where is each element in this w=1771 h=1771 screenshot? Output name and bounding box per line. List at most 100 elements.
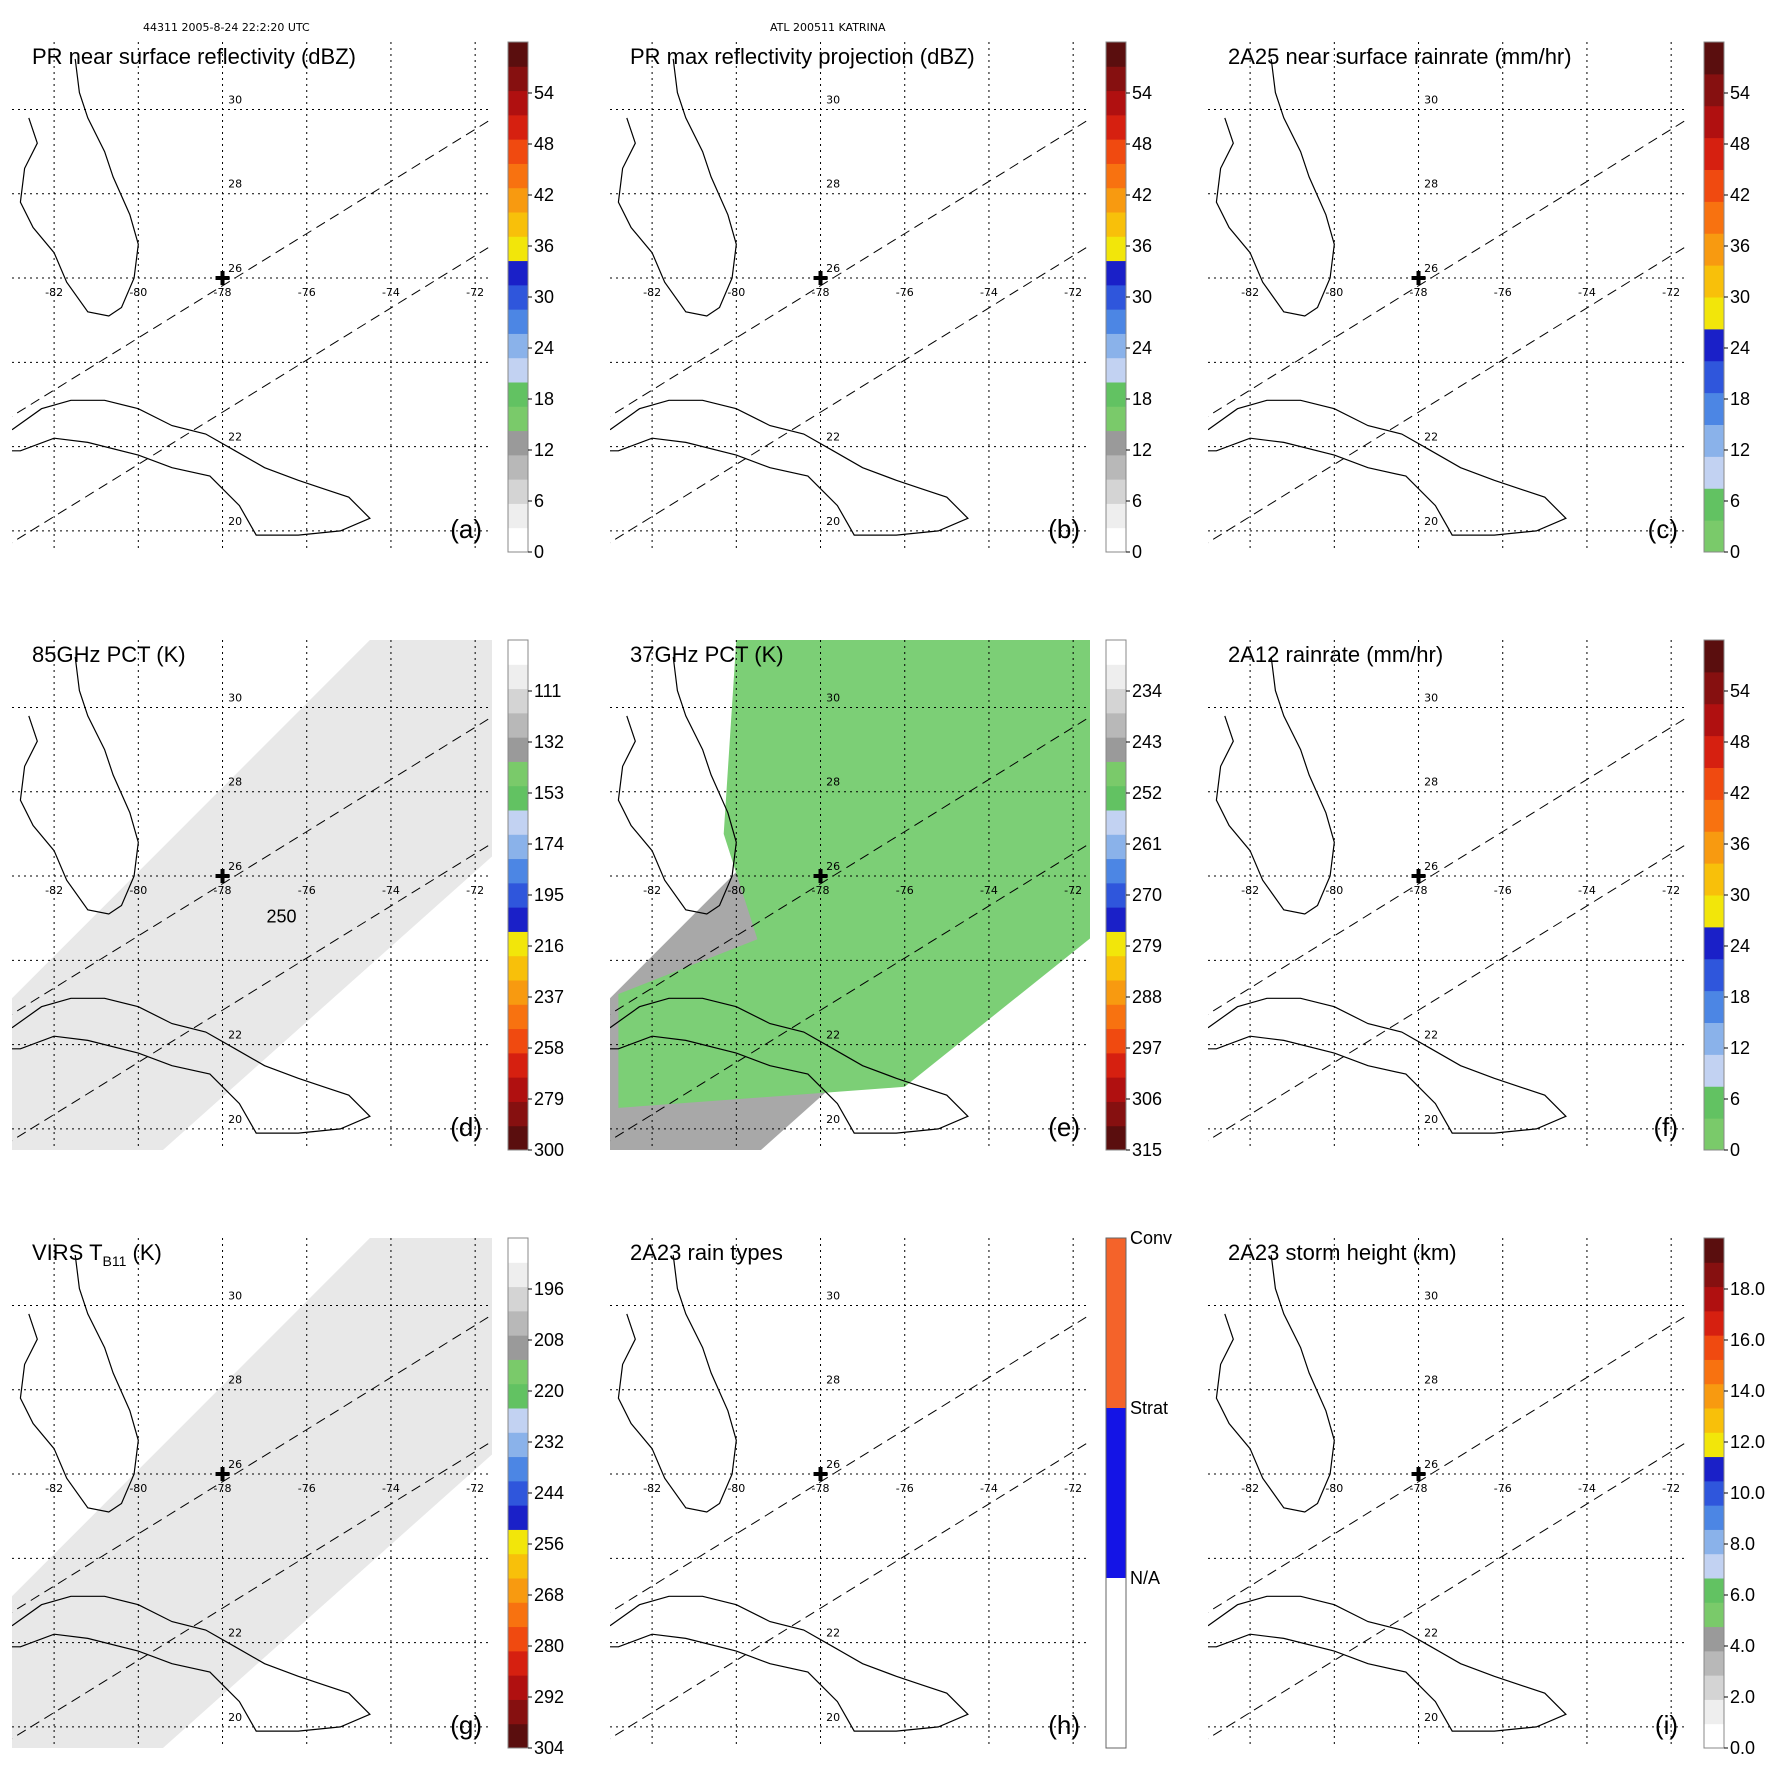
colorbar-swatch bbox=[508, 1480, 528, 1506]
colorbar: 0 6 12 18 24 30 36 42 48 54 bbox=[507, 41, 554, 562]
lon-label: -72 bbox=[466, 884, 484, 897]
colorbar-swatch bbox=[508, 1052, 528, 1078]
colorbar-tick-label: 6 bbox=[1730, 1089, 1740, 1109]
colorbar-swatch bbox=[508, 90, 528, 116]
storm-center-marker bbox=[215, 869, 230, 884]
coastline-florida bbox=[1215, 656, 1335, 915]
lon-label: -82 bbox=[45, 1482, 63, 1495]
lon-label: -80 bbox=[1325, 1482, 1343, 1495]
lon-label: -74 bbox=[1578, 286, 1596, 299]
colorbar-swatch bbox=[508, 187, 528, 213]
colorbar-swatch bbox=[508, 1578, 528, 1603]
colorbar-tick-label: N/A bbox=[1130, 1568, 1160, 1588]
colorbar-tick-label: 300 bbox=[534, 1140, 564, 1160]
lon-label: -78 bbox=[812, 1482, 830, 1495]
colorbar-tick-label: 36 bbox=[1132, 236, 1152, 256]
lat-label: 26 bbox=[1424, 860, 1438, 873]
colorbar-swatch bbox=[1704, 1086, 1724, 1119]
swath-edge-lower bbox=[1208, 244, 1688, 544]
colorbar-tick-label: 54 bbox=[1730, 681, 1750, 701]
colorbar-swatch bbox=[1106, 527, 1126, 553]
colorbar-swatch bbox=[1704, 1359, 1724, 1385]
lon-label: -72 bbox=[1064, 884, 1082, 897]
map-area bbox=[1208, 1238, 1688, 1748]
colorbar-swatch bbox=[1106, 139, 1126, 164]
lat-label: 22 bbox=[1424, 1627, 1438, 1640]
colorbar-tick-label: 252 bbox=[1132, 783, 1162, 803]
colorbar-tick-label: 237 bbox=[534, 987, 564, 1007]
lon-label: -76 bbox=[298, 1482, 316, 1495]
colorbar-swatch bbox=[1704, 703, 1724, 737]
colorbar-swatch bbox=[1106, 284, 1126, 310]
colorbar-tick-label: 18 bbox=[1730, 389, 1750, 409]
colorbar-swatch bbox=[1704, 1022, 1724, 1055]
panel-i: 30 28 26 22 20 -82 -80 -78 -76 -74 -72 2A23 storm h… bbox=[1208, 1237, 1765, 1758]
lon-label: -82 bbox=[1241, 884, 1259, 897]
colorbar-swatch bbox=[1704, 1626, 1724, 1652]
map-area bbox=[1208, 42, 1688, 552]
swath-edge-upper bbox=[12, 1314, 492, 1613]
header-orbit-time: 44311 2005-8-24 22:2:20 UTC bbox=[143, 21, 310, 34]
storm-center-marker bbox=[1411, 1467, 1426, 1482]
colorbar-swatch bbox=[508, 712, 528, 738]
lat-label: 30 bbox=[826, 93, 840, 106]
coastline-cuba bbox=[610, 1595, 969, 1732]
colorbar-swatch bbox=[1704, 1505, 1724, 1530]
lon-label: -82 bbox=[643, 1482, 661, 1495]
colorbar-swatch bbox=[1704, 105, 1724, 139]
colorbar-swatch bbox=[508, 664, 528, 690]
lon-label: -76 bbox=[298, 884, 316, 897]
colorbar-tick-label: 54 bbox=[1730, 83, 1750, 103]
colorbar-swatch bbox=[508, 42, 528, 67]
colorbar-swatch bbox=[1106, 688, 1126, 714]
map-area bbox=[1208, 640, 1688, 1150]
lat-label: 26 bbox=[826, 860, 840, 873]
coastline-cuba bbox=[610, 399, 969, 536]
swath-edge-upper bbox=[12, 118, 492, 417]
colorbar-swatch bbox=[1106, 114, 1126, 140]
lon-label: -78 bbox=[214, 1482, 232, 1495]
colorbar-swatch bbox=[1704, 1432, 1724, 1458]
lat-label: 22 bbox=[826, 1627, 840, 1640]
lon-label: -78 bbox=[1410, 884, 1428, 897]
colorbar-swatch bbox=[508, 931, 528, 957]
colorbar-segment-strat bbox=[1106, 1408, 1126, 1578]
lat-label: 20 bbox=[826, 1113, 840, 1126]
colorbar-swatch bbox=[508, 737, 528, 762]
colorbar-swatch bbox=[1106, 640, 1126, 665]
colorbar-tick-label: 0 bbox=[1132, 542, 1142, 562]
colorbar-swatch bbox=[508, 785, 528, 811]
lat-label: 22 bbox=[1424, 1029, 1438, 1042]
colorbar-swatch bbox=[1106, 406, 1126, 432]
panel-label: (h) bbox=[1048, 1710, 1080, 1740]
lat-label: 28 bbox=[228, 1374, 242, 1387]
colorbar-swatch bbox=[1106, 42, 1126, 67]
colorbar-swatch bbox=[1106, 907, 1126, 932]
colorbar-tick-label: 315 bbox=[1132, 1140, 1162, 1160]
panel-b: 30 28 26 22 20 -82 -80 -78 -76 -74 -72 PR max refle… bbox=[610, 41, 1152, 562]
panel-frame bbox=[610, 1238, 1090, 1748]
coastline-cuba bbox=[1208, 399, 1567, 536]
colorbar-swatch bbox=[508, 236, 528, 262]
colorbar-swatch bbox=[1704, 990, 1724, 1023]
colorbar-swatch bbox=[508, 1553, 528, 1579]
colorbar-swatch bbox=[1704, 640, 1724, 673]
colorbar-segment-conv bbox=[1106, 1238, 1126, 1408]
colorbar-swatch bbox=[1704, 1480, 1724, 1506]
colorbar-swatch bbox=[508, 527, 528, 553]
colorbar-swatch bbox=[1106, 66, 1126, 92]
coastline-florida bbox=[617, 58, 737, 317]
colorbar-tick-label: 14.0 bbox=[1730, 1381, 1765, 1401]
colorbar-tick-label: Strat bbox=[1130, 1398, 1168, 1418]
colorbar-swatch bbox=[1704, 265, 1724, 298]
colorbar-swatch bbox=[508, 260, 528, 286]
colorbar: 304 292 280 268 256 244 232 220 208 196 bbox=[507, 1237, 564, 1758]
lat-label: 30 bbox=[228, 1289, 242, 1302]
colorbar-swatch bbox=[1106, 955, 1126, 981]
lon-label: -74 bbox=[980, 286, 998, 299]
lon-label: -80 bbox=[1325, 286, 1343, 299]
colorbar-swatch bbox=[1106, 333, 1126, 359]
title-suffix: (K) bbox=[126, 1240, 161, 1265]
storm-center-marker bbox=[813, 1467, 828, 1482]
colorbar-swatch bbox=[1704, 328, 1724, 362]
